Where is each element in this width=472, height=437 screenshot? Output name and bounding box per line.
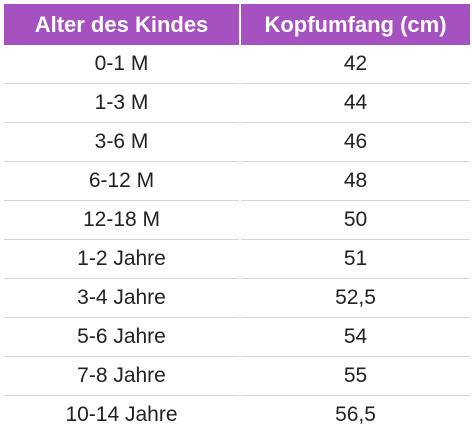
head-circumference-cell: 51	[240, 239, 470, 279]
table-row: 6-12 M 48	[4, 161, 470, 201]
column-header-age: Alter des Kindes	[4, 4, 241, 45]
age-cell: 6-12 M	[4, 161, 241, 201]
age-cell: 3-6 M	[4, 122, 241, 162]
column-header-head-circumference: Kopfumfang (cm)	[240, 4, 470, 45]
table-row: 0-1 M 42	[4, 45, 470, 84]
table-row: 10-14 Jahre 56,5	[4, 395, 470, 434]
head-circumference-cell: 46	[240, 122, 470, 162]
table-row: 1-2 Jahre 51	[4, 239, 470, 279]
head-circumference-cell: 54	[240, 317, 470, 357]
head-circumference-cell: 56,5	[240, 395, 470, 434]
age-cell: 12-18 M	[4, 200, 241, 240]
head-circumference-cell: 48	[240, 161, 470, 201]
table-row: 5-6 Jahre 54	[4, 317, 470, 357]
age-cell: 10-14 Jahre	[4, 395, 241, 434]
table-row: 3-6 M 46	[4, 122, 470, 162]
head-circumference-cell: 52,5	[240, 278, 470, 318]
head-circumference-cell: 50	[240, 200, 470, 240]
age-cell: 7-8 Jahre	[4, 356, 241, 396]
table-row: 3-4 Jahre 52,5	[4, 278, 470, 318]
head-circumference-cell: 44	[240, 83, 470, 123]
table-body: 0-1 M 42 1-3 M 44 3-6 M 46 6-12 M 48 12-…	[4, 45, 470, 434]
age-cell: 1-3 M	[4, 83, 241, 123]
age-cell: 3-4 Jahre	[4, 278, 241, 318]
age-cell: 5-6 Jahre	[4, 317, 241, 357]
age-cell: 0-1 M	[4, 45, 241, 84]
table-row: 7-8 Jahre 55	[4, 356, 470, 396]
table-row: 12-18 M 50	[4, 200, 470, 240]
head-circumference-cell: 55	[240, 356, 470, 396]
table-row: 1-3 M 44	[4, 83, 470, 123]
table-header: Alter des Kindes Kopfumfang (cm)	[4, 4, 470, 45]
header-row: Alter des Kindes Kopfumfang (cm)	[4, 4, 470, 45]
head-circumference-table: Alter des Kindes Kopfumfang (cm) 0-1 M 4…	[4, 4, 470, 434]
age-cell: 1-2 Jahre	[4, 239, 241, 279]
head-circumference-cell: 42	[343, 52, 368, 75]
